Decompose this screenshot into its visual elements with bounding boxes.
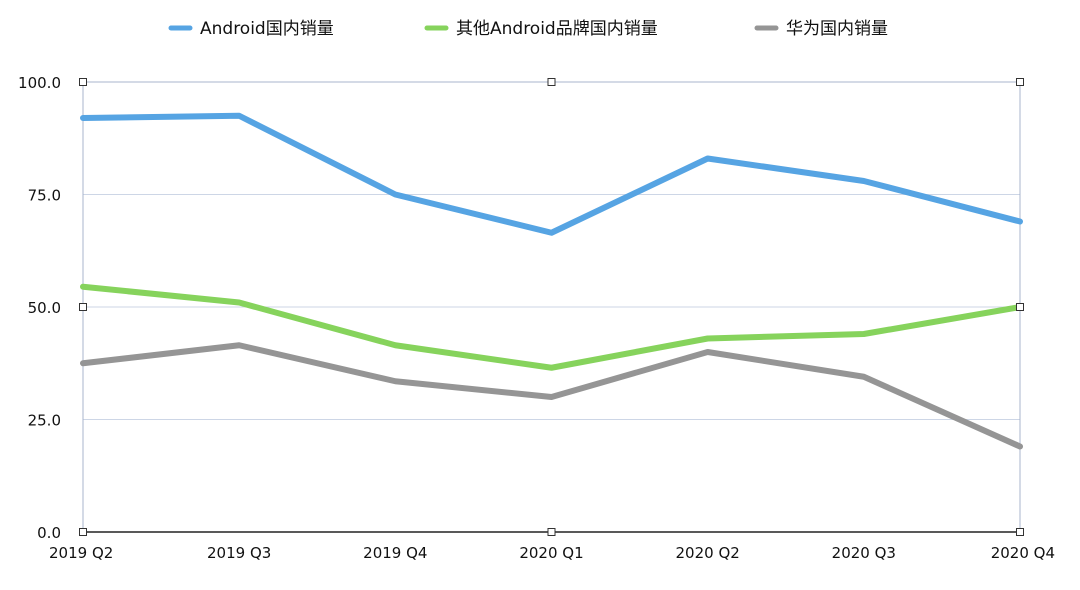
legend-label-0: Android国内销量 (200, 19, 334, 39)
y-tick-label: 75.0 (28, 187, 61, 205)
resize-handle[interactable] (1016, 303, 1024, 311)
series-line-1 (80, 283, 1023, 371)
selection-handles[interactable] (79, 78, 1024, 536)
x-tick-label: 2020 Q2 (676, 544, 740, 562)
resize-handle[interactable] (79, 528, 87, 536)
series-line-0 (80, 112, 1023, 236)
y-tick-label: 50.0 (28, 299, 61, 317)
resize-handle[interactable] (547, 528, 556, 536)
x-tick-label: 2020 Q3 (832, 544, 896, 562)
x-tick-label: 2019 Q3 (207, 544, 271, 562)
series-line-2 (80, 342, 1023, 450)
y-tick-label: 25.0 (28, 412, 61, 430)
x-tick-label: 2019 Q2 (49, 544, 113, 562)
x-tick-label: 2020 Q1 (519, 544, 583, 562)
x-tick-label: 2020 Q4 (991, 544, 1055, 562)
resize-handle[interactable] (79, 303, 87, 311)
resize-handle[interactable] (1016, 78, 1024, 86)
series-group (80, 112, 1023, 450)
legend: Android国内销量 其他Android品牌国内销量 华为国内销量 (168, 19, 888, 39)
y-tick-label: 100.0 (18, 74, 61, 92)
resize-handle[interactable] (547, 78, 556, 86)
resize-handle[interactable] (79, 78, 87, 86)
axes: 0.0 25.0 50.0 75.0 100.0 2019 Q2 2019 Q3 2019 Q… (18, 74, 1055, 562)
resize-handle[interactable] (1016, 528, 1024, 536)
y-tick-label: 0.0 (37, 524, 61, 542)
legend-label-1: 其他Android品牌国内销量 (456, 19, 658, 39)
legend-label-2: 华为国内销量 (786, 19, 888, 39)
x-tick-label: 2019 Q4 (363, 544, 427, 562)
